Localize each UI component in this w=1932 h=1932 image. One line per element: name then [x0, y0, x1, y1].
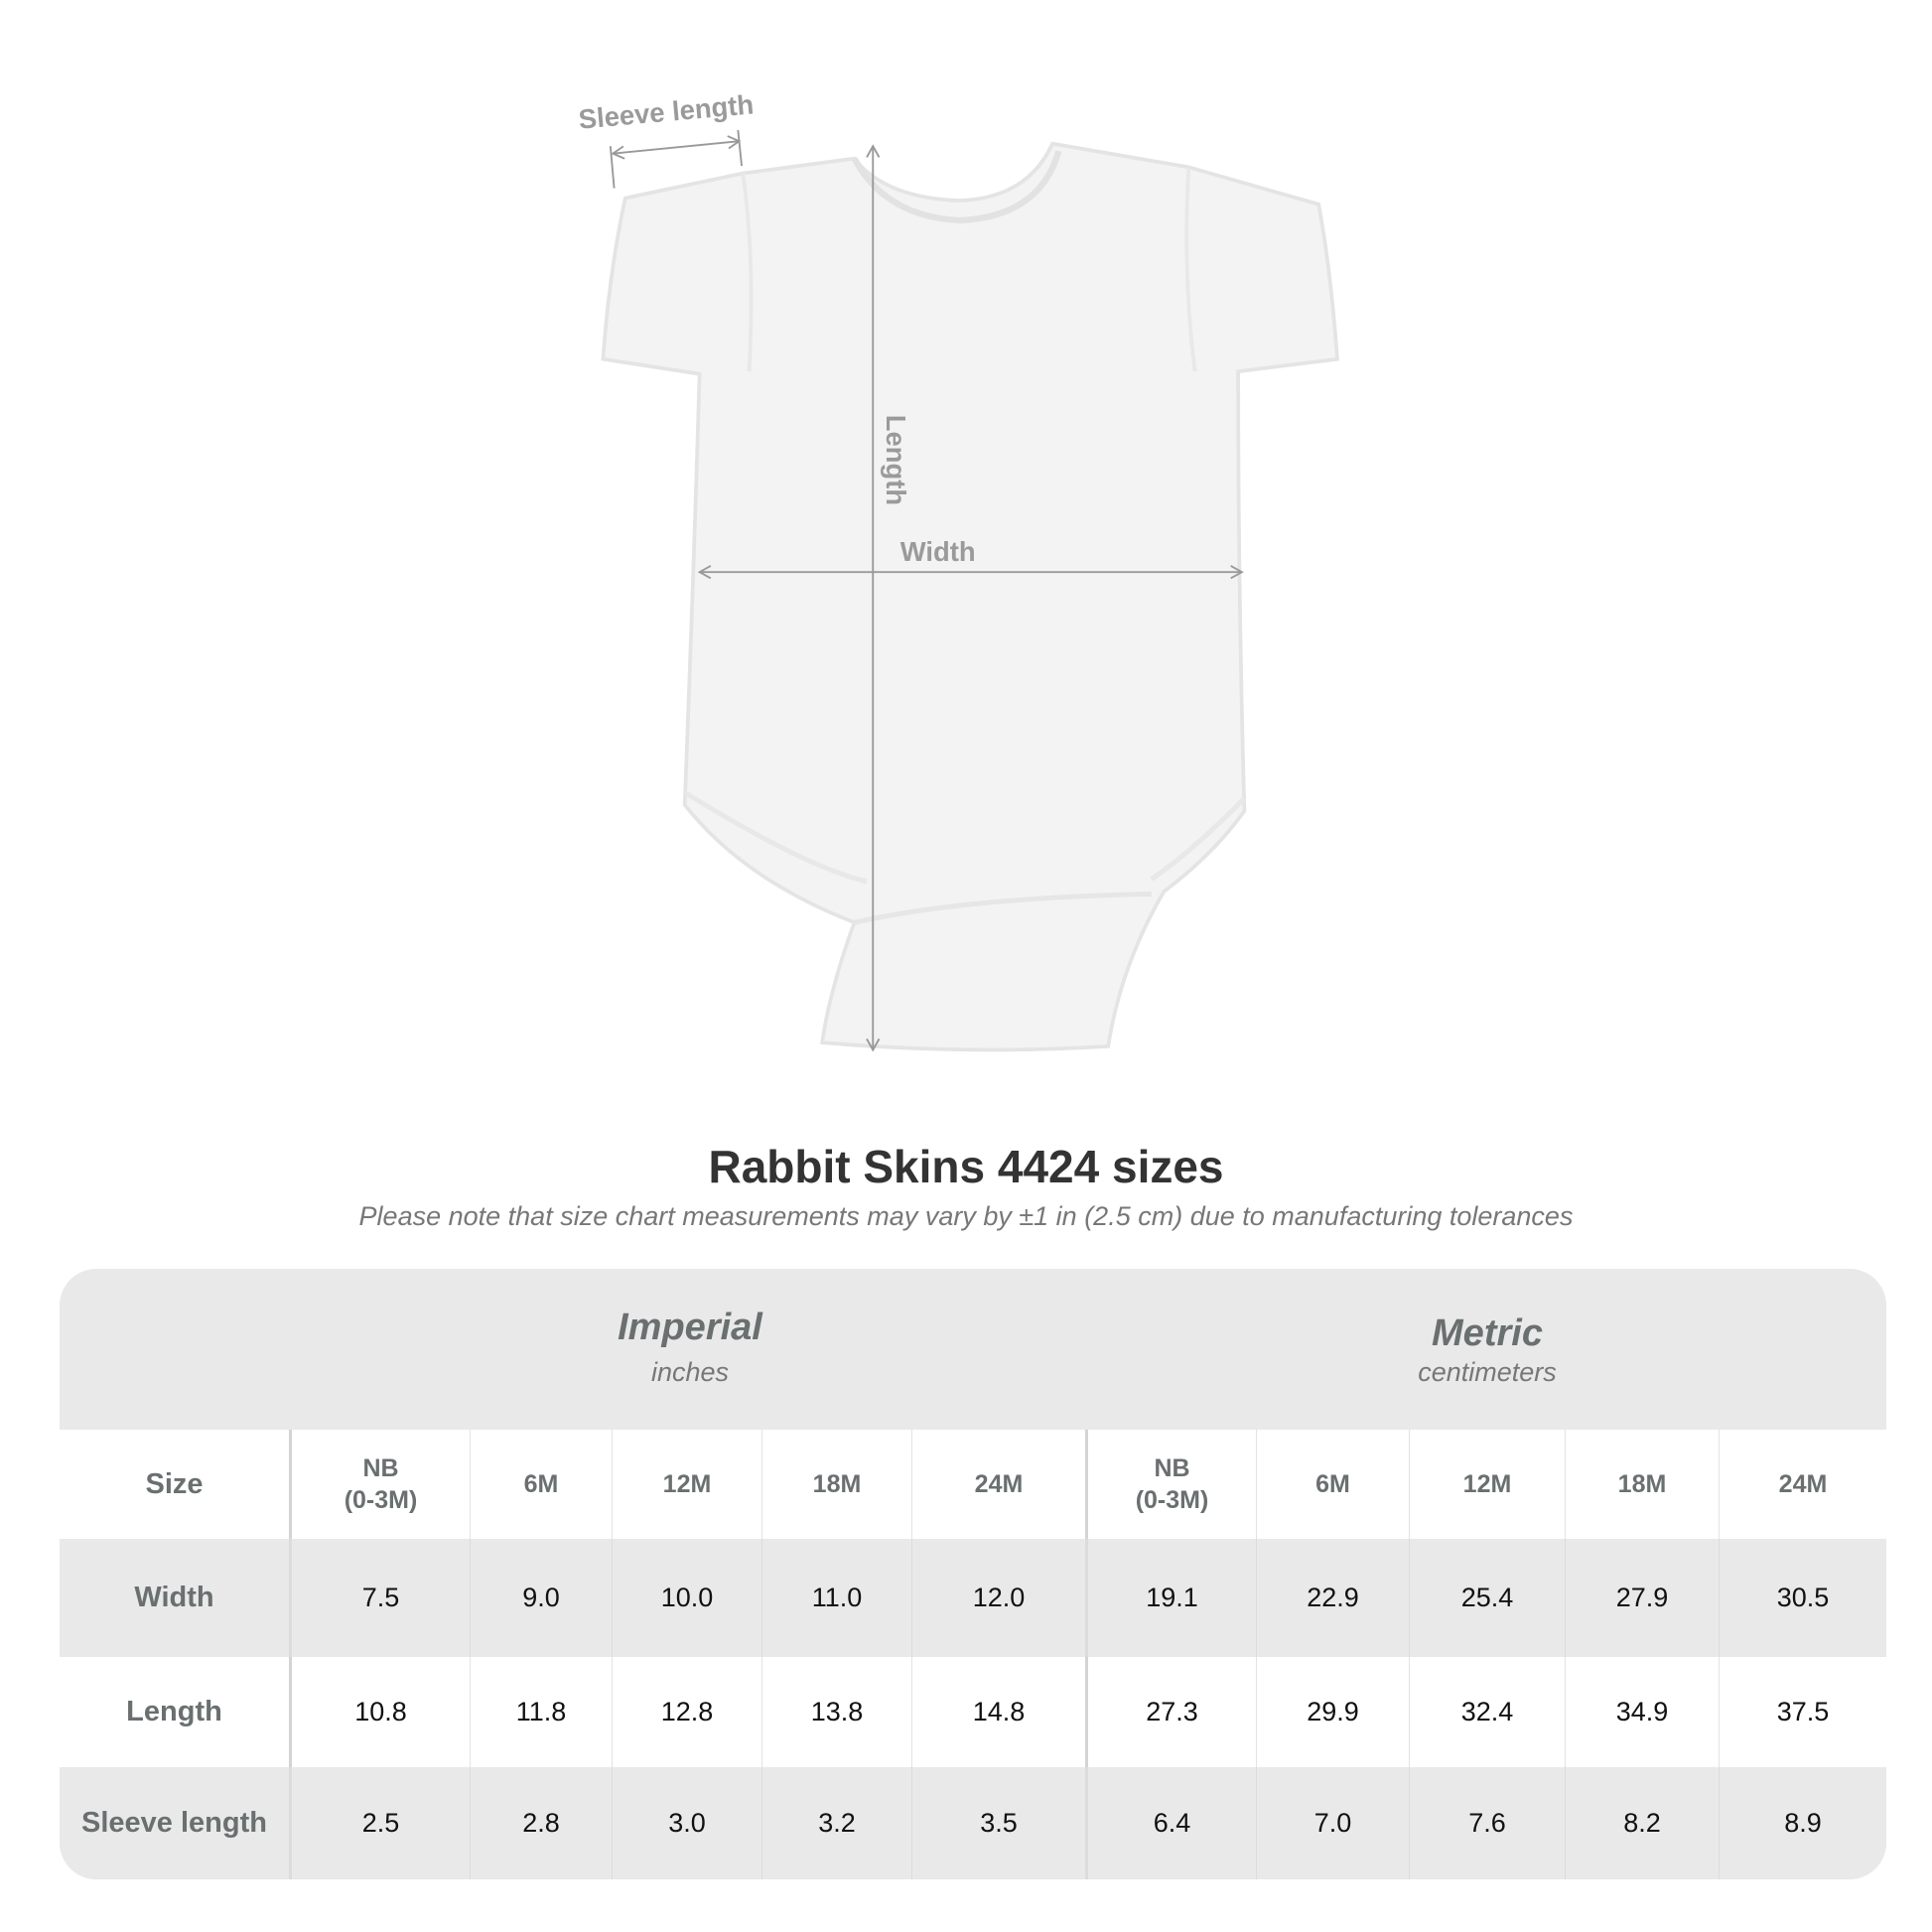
- table-cell: 2.5: [292, 1767, 471, 1879]
- table-cell: 27.3: [1088, 1657, 1257, 1767]
- size-table: Imperial inches Metric centimeters Size N…: [60, 1269, 1886, 1879]
- row-label: Sleeve length: [60, 1767, 292, 1879]
- table-cell: 27.9: [1566, 1539, 1720, 1657]
- table-cell: 14.8: [912, 1657, 1088, 1767]
- size-header: 6M: [471, 1430, 613, 1539]
- table-cell: 13.8: [762, 1657, 912, 1767]
- metric-header: Metric centimeters: [1088, 1269, 1886, 1430]
- table-cell: 10.8: [292, 1657, 471, 1767]
- size-header: 6M: [1257, 1430, 1410, 1539]
- table-cell: 2.8: [471, 1767, 613, 1879]
- imperial-unit: inches: [650, 1357, 730, 1387]
- table-cell: 7.6: [1410, 1767, 1566, 1879]
- size-header: NB (0-3M): [1088, 1430, 1257, 1539]
- size-header: 12M: [613, 1430, 762, 1539]
- row-label: Width: [60, 1539, 292, 1657]
- table-cell: 37.5: [1776, 1697, 1830, 1726]
- table-cell: 7.0: [1257, 1767, 1410, 1879]
- table-cell: 32.4: [1410, 1657, 1566, 1767]
- table-row: Width 7.5 9.0 10.0 11.0 12.0 19.1 22.9 25.4 27.9 3…: [60, 1539, 1886, 1657]
- table-cell: 12.0: [912, 1539, 1088, 1657]
- table-cell: 12.8: [613, 1657, 762, 1767]
- sleeve-length-label: Sleeve length: [577, 88, 755, 134]
- table-cell: 9.0: [471, 1539, 613, 1657]
- page-title: Rabbit Skins 4424 sizes: [708, 1141, 1224, 1192]
- size-header: NB (0-3M): [292, 1430, 471, 1539]
- size-label: Size: [60, 1430, 292, 1539]
- table-cell: 3.5: [912, 1767, 1088, 1879]
- table-cell: 6.4: [1088, 1767, 1257, 1879]
- table-cell: 10.0: [613, 1539, 762, 1657]
- tolerance-note: Please note that size chart measurements…: [358, 1201, 1574, 1231]
- table-cell: 29.9: [1257, 1657, 1410, 1767]
- table-cell: 7.5: [292, 1539, 471, 1657]
- size-header: 12M: [1410, 1430, 1566, 1539]
- table-cell: 30.5: [1776, 1583, 1830, 1612]
- size-header: 24M: [1778, 1470, 1828, 1498]
- table-row: Sleeve length 2.5 2.8 3.0 3.2 3.5 6.4 7.0 7.6 8.2…: [60, 1767, 1886, 1879]
- size-header-row: Size NB (0-3M) 6M 12M 18M 24M NB (0-3M) 6M 12M 18…: [60, 1430, 1886, 1539]
- row-label: Length: [60, 1657, 292, 1767]
- table-cell: 22.9: [1257, 1539, 1410, 1657]
- length-label: Length: [881, 415, 911, 505]
- metric-label: Metric: [1432, 1312, 1543, 1354]
- size-header: 18M: [1566, 1430, 1720, 1539]
- table-cell: 3.2: [762, 1767, 912, 1879]
- table-cell: 19.1: [1088, 1539, 1257, 1657]
- table-cell: 25.4: [1410, 1539, 1566, 1657]
- imperial-header: Imperial inches: [292, 1269, 1088, 1430]
- table-cell: 8.2: [1566, 1767, 1720, 1879]
- onesie-diagram: Sleeve length Length Width: [577, 88, 1339, 1052]
- table-cell: 8.9: [1784, 1808, 1822, 1838]
- table-row: Length 10.8 11.8 12.8 13.8 14.8 27.3 29.9 32.4 34…: [60, 1657, 1886, 1767]
- sleeve-length-arrow: [609, 129, 743, 189]
- size-header: 24M: [912, 1430, 1088, 1539]
- width-label: Width: [900, 536, 976, 567]
- metric-unit: centimeters: [1418, 1357, 1557, 1387]
- size-header: 18M: [762, 1430, 912, 1539]
- onesie-body: [601, 141, 1339, 1052]
- table-cell: 11.0: [762, 1539, 912, 1657]
- imperial-label: Imperial: [618, 1307, 762, 1348]
- table-cell: 3.0: [613, 1767, 762, 1879]
- table-cell: 11.8: [471, 1657, 613, 1767]
- table-cell: 34.9: [1566, 1657, 1720, 1767]
